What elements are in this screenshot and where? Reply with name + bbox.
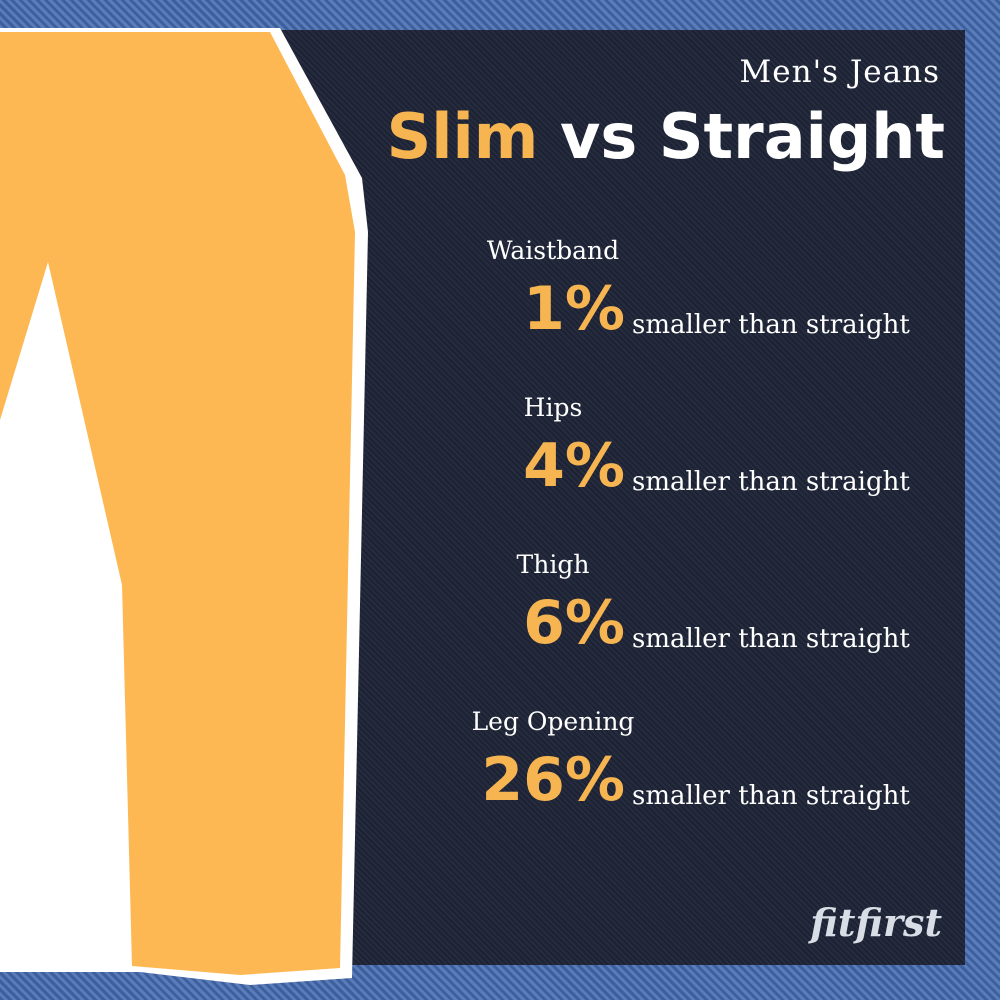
item-value: 4% xyxy=(523,431,625,501)
pants xyxy=(0,32,355,975)
item-label: Thigh xyxy=(516,550,590,579)
title-rest: vs Straight xyxy=(559,100,945,173)
item-value: 1% xyxy=(523,274,625,344)
item-text: smaller than straight xyxy=(632,310,910,340)
item-label: Waistband xyxy=(486,236,620,265)
item-text: smaller than straight xyxy=(632,781,910,811)
title-highlight: Slim xyxy=(386,100,539,173)
item-label: Hips xyxy=(523,393,583,422)
logo: fitfirst xyxy=(810,900,942,945)
title: Slim vs Straight xyxy=(387,100,945,173)
item-value: 26% xyxy=(481,745,625,815)
item-text: smaller than straight xyxy=(632,467,910,497)
subtitle: Men's Jeans xyxy=(739,54,940,90)
item-text: smaller than straight xyxy=(632,624,910,654)
item-value: 6% xyxy=(523,588,625,658)
item-label: Leg Opening xyxy=(471,707,635,736)
